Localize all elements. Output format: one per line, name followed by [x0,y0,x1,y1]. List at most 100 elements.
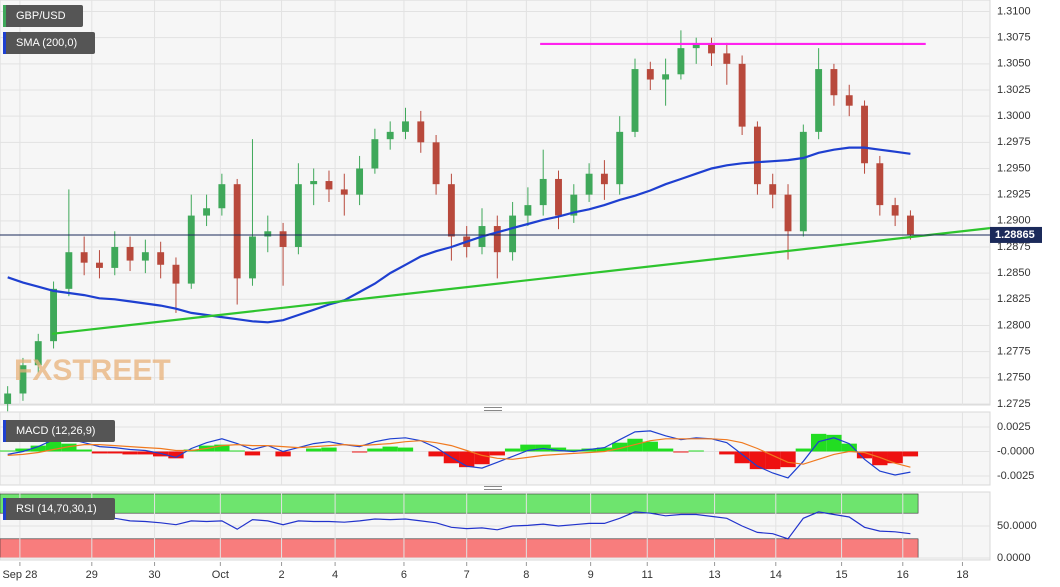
candle-body [141,252,149,261]
macd-histogram-bar [841,443,857,452]
legend-text: RSI (14,70,30,1) [16,503,97,515]
y-tick-label: -0.0000 [997,445,1034,457]
candle-body [845,95,853,106]
macd-histogram-bar [902,451,919,457]
panel-grip [484,407,502,490]
y-tick-label: 1.2725 [997,398,1031,410]
macd-histogram-bar [61,443,77,452]
y-tick-label: 50.0000 [997,520,1037,532]
macd-histogram-bar [45,441,62,452]
legend-text: SMA (200,0) [16,37,77,49]
x-tick-label: 16 [897,569,909,581]
macd-histogram-bar [749,451,766,470]
candle-body [249,236,256,279]
y-tick-label: 0.0000 [997,552,1031,564]
candle-body [784,194,792,232]
candle-body [600,173,608,185]
y-tick-label: 1.2950 [997,162,1031,174]
macd-histogram-bar [520,444,536,452]
candle-body [233,184,241,279]
candle-body [356,168,364,195]
y-tick-label: 1.2850 [997,267,1031,279]
candle-body [555,178,562,216]
candle-body [493,226,501,253]
candle-body [815,69,823,132]
legend-text: MACD (12,26,9) [16,425,95,437]
candle-body [830,69,838,96]
macd-histogram-bar [719,451,735,455]
candle-body [616,131,624,185]
macd-histogram-bar [0,450,16,452]
macd-histogram-bar [168,451,184,459]
candle-body [340,189,348,195]
data-layer [0,30,991,540]
candle-body [50,288,57,342]
macd-histogram-bar [351,451,368,453]
candle-body [126,246,134,261]
x-tick-label: 8 [523,569,529,581]
y-tick-label: 1.2875 [997,241,1031,253]
macd-histogram-bar [214,444,230,452]
candle-body [646,69,654,80]
candle-body [19,365,27,394]
x-tick-label: 14 [770,569,782,581]
candle-body [310,181,318,185]
candle-body [799,131,807,232]
candle-body [264,231,272,237]
watermark: FXSTREET [14,354,171,387]
y-tick-label: 1.2975 [997,136,1031,148]
macd-histogram-bar [734,451,750,464]
candle-body [585,173,593,195]
macd-histogram-bar [612,442,628,452]
candle-body [187,215,195,284]
candle-body [80,252,88,263]
y-tick-label: -0.0025 [997,470,1034,482]
x-tick-label: 7 [464,569,470,581]
macd-histogram-bar [795,448,811,452]
macd-histogram-bar [229,450,245,452]
x-tick-label: 6 [401,569,407,581]
labels: GBP/USD SMA (200,0) MACD (12,26,9) RSI (… [2,5,1042,581]
candle-body [524,205,532,216]
panel-background [0,0,991,406]
candle-body [738,63,746,127]
candle-body [708,45,715,54]
sma-line [7,146,911,324]
candle-body [891,205,899,216]
candle-body [432,142,440,185]
macd-histogram-bar [765,451,781,470]
candle-body [539,178,547,206]
legend-box [3,420,115,442]
macd-line [7,430,911,479]
macd-histogram-bar [107,451,123,454]
macd-histogram-bar [275,451,291,457]
macd-histogram-bar [91,451,108,454]
last-price-label: 1.28865 [995,229,1035,241]
macd-histogram-bar [504,448,521,452]
candle-body [325,181,333,190]
y-tick-label: 1.2825 [997,293,1031,305]
candle-body [111,246,119,268]
candle-body [203,208,211,216]
y-tick-label: 1.3100 [997,5,1031,17]
legend-box [3,5,83,27]
candle-body [371,139,379,169]
candle-body [218,184,226,209]
macd-histogram-bar [489,451,505,456]
candle-body [723,53,731,64]
x-tick-label: 4 [332,569,338,581]
macd-histogram-bar [459,451,475,468]
y-tick-label: 0.0025 [997,421,1031,433]
macd-line [7,438,911,468]
macd-histogram-bar [367,448,383,452]
macd-histogram-bar [872,451,888,466]
candle-body [172,264,180,284]
candle-body [417,121,425,143]
y-tick-label: 1.3050 [997,58,1031,70]
x-tick-label: 13 [708,569,720,581]
candle-body [4,393,12,404]
y-tick-label: 1.2900 [997,215,1031,227]
legend-stripe [3,5,6,27]
macd-histogram-bar [122,451,138,455]
x-tick-label: 9 [588,569,594,581]
